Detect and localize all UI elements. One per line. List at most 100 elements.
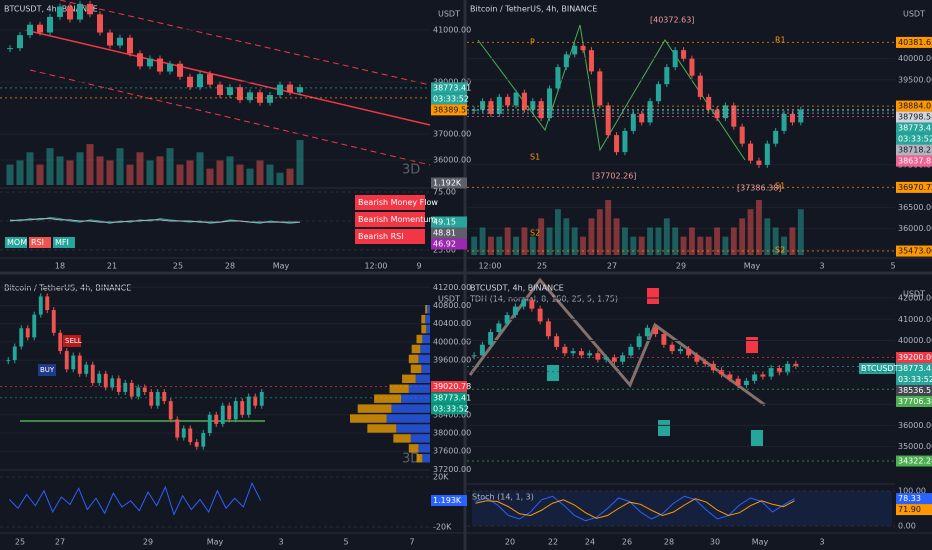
channel-line (59, 0, 431, 86)
price-label-bg (896, 144, 932, 156)
volume-label: 1.192K (433, 179, 462, 188)
x-tick-label: 20 (505, 538, 515, 547)
candle (38, 296, 43, 315)
candle (798, 109, 804, 123)
candle (27, 24, 33, 36)
indicator-label-bg (431, 216, 467, 228)
profile-buy (422, 334, 430, 344)
candle (714, 109, 720, 119)
volume-bar (146, 160, 154, 185)
candle (639, 113, 645, 123)
legend-label: RSI (31, 238, 44, 247)
candle (545, 321, 551, 337)
candle (773, 130, 779, 144)
candle (240, 401, 245, 415)
y-tick-label: 38400.00 (433, 410, 471, 419)
candle (488, 101, 494, 114)
candle (580, 45, 586, 51)
signal-marker (658, 420, 670, 436)
price-label-bg (896, 181, 932, 193)
candle (297, 87, 303, 93)
volume-bar (546, 227, 553, 255)
y-tick-label: 40000.00 (898, 54, 932, 63)
x-tick-label: 9 (416, 262, 421, 271)
volume-bar (521, 227, 528, 255)
volume-bar (206, 168, 214, 185)
candle (719, 370, 725, 375)
x-tick-label: 29 (676, 262, 686, 271)
volume-bar (46, 148, 54, 185)
y-tick-label: 40800.00 (433, 301, 471, 310)
candle (64, 351, 69, 370)
volume-bar (16, 160, 24, 185)
x-tick-label: 21 (107, 262, 117, 271)
profile-buy (410, 434, 430, 443)
candle (57, 6, 63, 17)
candle (605, 105, 611, 136)
legend-tag (5, 237, 27, 248)
candle (194, 442, 199, 447)
profile-sell (393, 434, 411, 443)
watermark: 3D (402, 452, 420, 467)
candle (168, 401, 173, 420)
axis-unit: USDT (438, 295, 460, 304)
volume-bar (176, 164, 184, 185)
volume-bar (471, 236, 478, 255)
price-label-bg (896, 36, 932, 48)
volume-bar (722, 236, 729, 255)
panel-title: BTCUSDT, 4h, BINANCE (4, 5, 98, 14)
y-tick-label: 40400.00 (433, 319, 471, 328)
price-label: 38773.41 (433, 83, 471, 92)
profile-buy (386, 414, 430, 423)
candle (630, 113, 636, 131)
candle (19, 328, 24, 347)
price-label-bg (896, 351, 932, 363)
profile-buy (396, 424, 430, 433)
y-tick-label: 38000.00 (433, 429, 471, 438)
volume-bar (596, 209, 603, 255)
price-label: 38389.59 (433, 105, 471, 114)
volume-bar (479, 227, 486, 255)
volume-bar (781, 236, 787, 255)
y-tick-label: 39500.00 (898, 75, 932, 84)
watermark: 3D (402, 163, 420, 178)
candle (636, 336, 642, 347)
y-tick-label: 41000.00 (898, 315, 932, 324)
legend-label: MFI (55, 238, 69, 247)
candle (529, 300, 535, 309)
candle (513, 92, 519, 106)
profile-sell (408, 354, 419, 364)
candle (572, 45, 578, 55)
candle (669, 344, 675, 352)
candle (149, 392, 154, 406)
x-tick-label: 27 (55, 538, 65, 547)
countdown-bg (431, 403, 467, 415)
candle (253, 396, 258, 406)
volume-bar (513, 236, 519, 255)
price-label-bg (896, 245, 932, 257)
candle (147, 58, 153, 67)
indicator-label: 48.81 (433, 228, 456, 237)
candle (479, 344, 485, 356)
signal-marker (547, 365, 559, 381)
volume-bar (126, 164, 134, 185)
price-label: 39020.78 (433, 382, 471, 391)
candle (77, 355, 82, 374)
candle (47, 16, 53, 33)
x-tick-label: 25 (537, 262, 547, 271)
candle (686, 348, 692, 356)
annotation: [37702.26] (592, 172, 636, 181)
volume-bar (86, 144, 94, 185)
price-label: 38773.41 (898, 364, 932, 373)
candle (681, 50, 687, 59)
candle (521, 92, 527, 110)
candle (743, 380, 749, 386)
y-tick-label: 42000.00 (898, 294, 932, 303)
volume-bar (488, 236, 494, 255)
candle (521, 300, 527, 307)
profile-buy (426, 324, 430, 334)
y-tick-label: -20K (433, 523, 452, 532)
y-tick-label: 37200.00 (433, 465, 471, 474)
profile-sell (402, 374, 416, 383)
x-tick-label: 30 (710, 538, 720, 547)
